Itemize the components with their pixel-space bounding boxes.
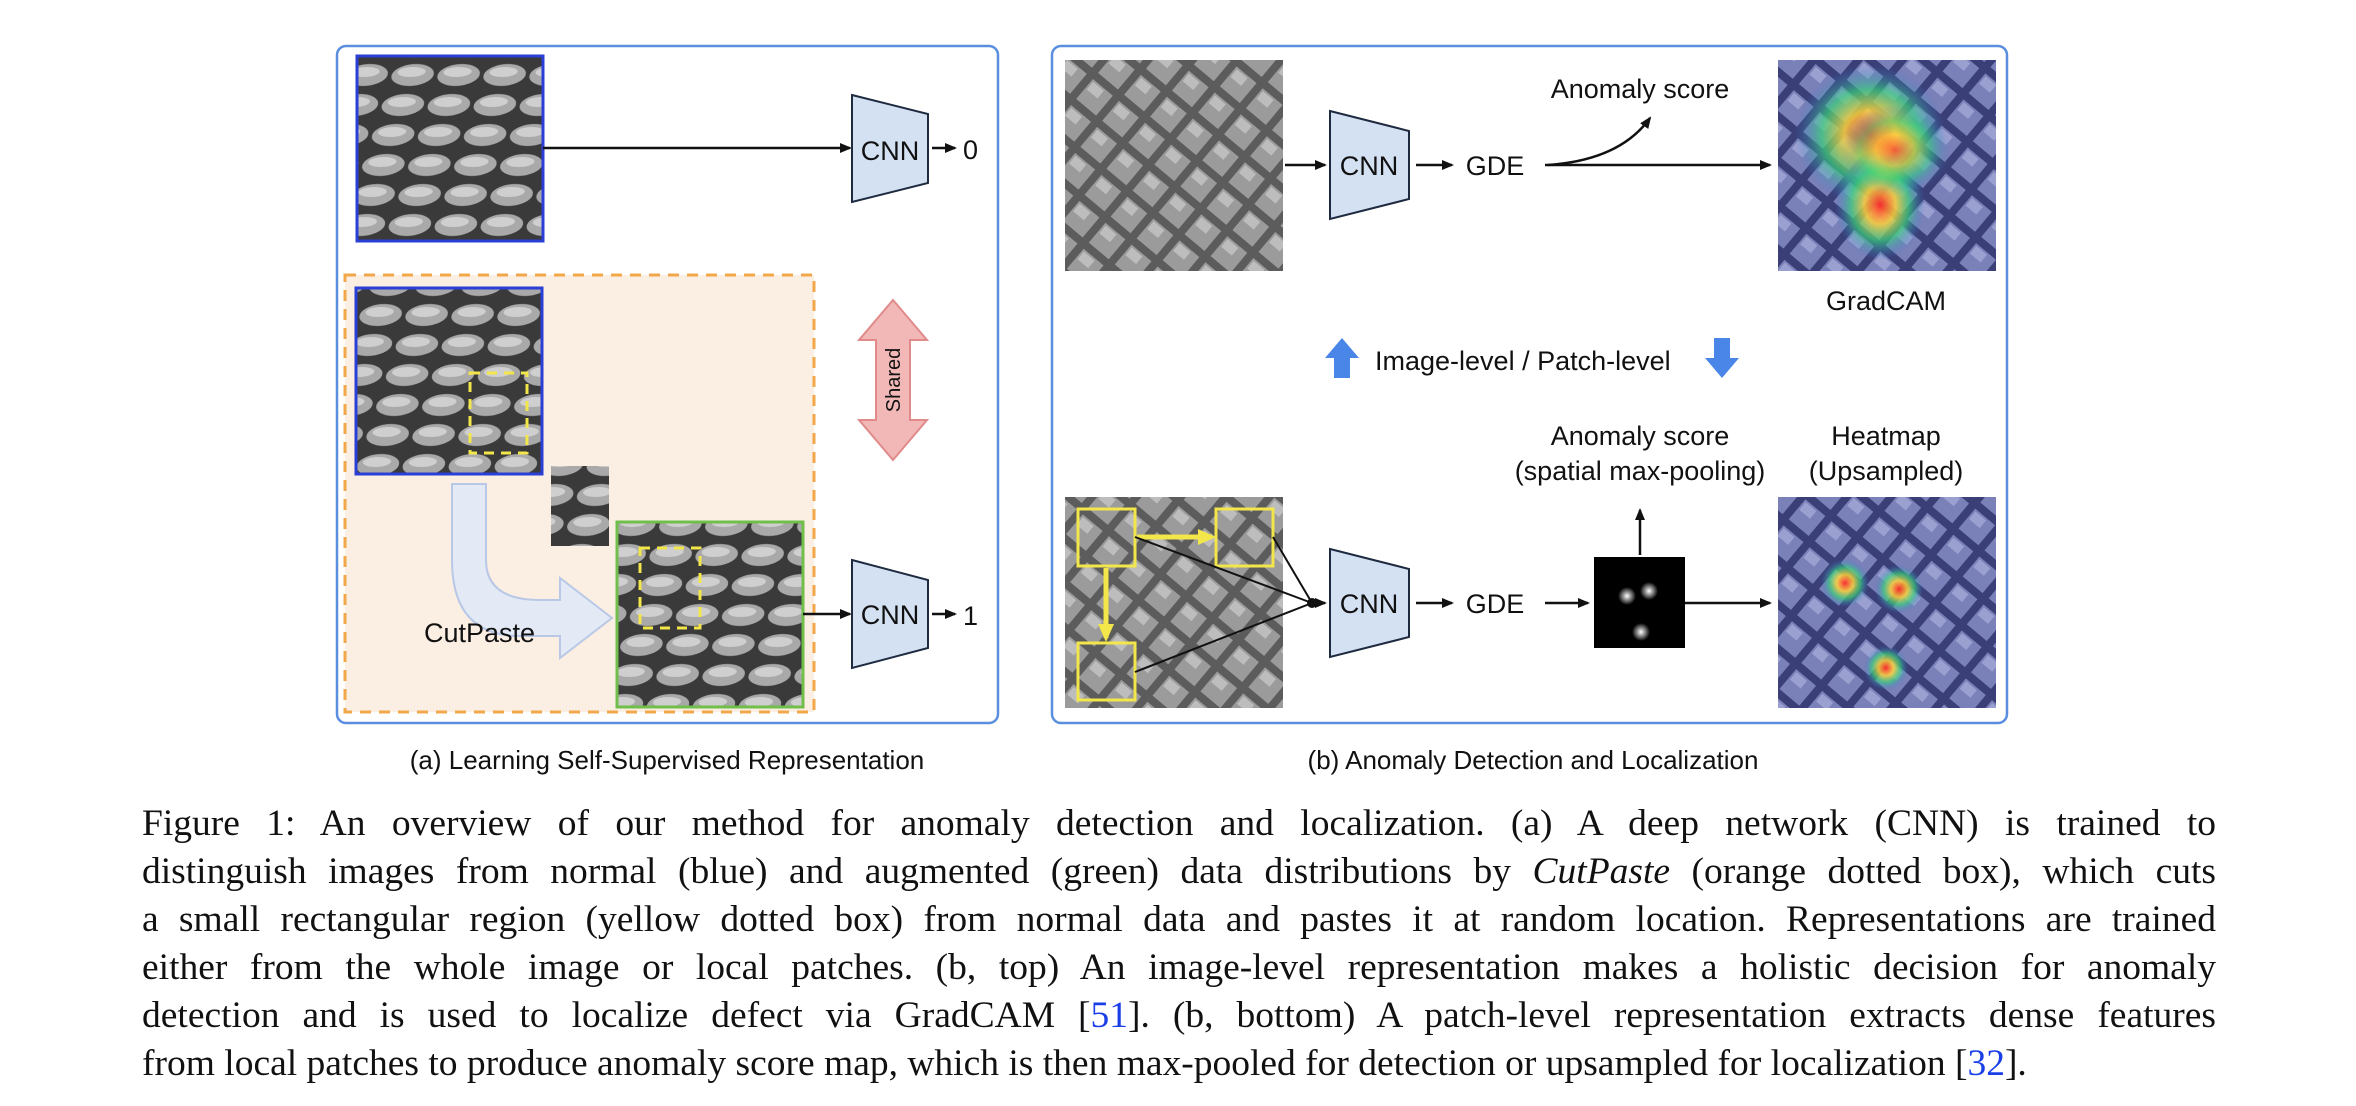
normal-image-bottom xyxy=(354,286,544,476)
cnn-block-a-top xyxy=(851,93,929,204)
figure-caption: Figure 1: An overview of our method for … xyxy=(142,800,2216,1088)
test-image-bottom xyxy=(1065,497,1283,708)
cnn-block-b-bottom xyxy=(1329,547,1410,659)
cut-patch xyxy=(551,466,609,546)
patch-to-cnn-line-1 xyxy=(1134,536,1313,604)
heatmap-label-1: Heatmap xyxy=(1831,421,1941,451)
cnn-label-a-top: CNN xyxy=(861,136,920,166)
image-level-up-arrow xyxy=(1325,338,1359,378)
cutpaste-label: CutPaste xyxy=(424,618,535,648)
caption-line-6-b: ]. xyxy=(2004,1043,2027,1084)
patch-to-cnn-line-3 xyxy=(1134,602,1313,673)
patch-to-cnn-line-2 xyxy=(1272,536,1313,604)
caption-line-2-c: (orange dotted box), which cuts xyxy=(1670,851,2216,892)
cnn-label-a-bottom: CNN xyxy=(861,600,920,630)
cnn-label-b-top: CNN xyxy=(1340,151,1399,181)
anomaly-score-map xyxy=(1594,557,1685,648)
caption-line-1: Figure 1: An overview of our method for … xyxy=(142,803,2216,844)
caption-line-3: a small rectangular region (yellow dotte… xyxy=(142,899,2216,940)
augmented-image xyxy=(615,520,805,709)
output-0-label: 0 xyxy=(963,135,978,165)
citation-link-51[interactable]: 51 xyxy=(1090,995,1129,1036)
caption-line-2: distinguish images from normal (blue) an… xyxy=(142,848,2216,896)
citation-link-32[interactable]: 32 xyxy=(1967,1043,2005,1084)
caption-line-5-b: ]. (b, bottom) A patch-level representat… xyxy=(1128,995,2216,1036)
anomaly-score-top-label: Anomaly score xyxy=(1551,74,1730,104)
panel-a-frame xyxy=(335,44,1000,725)
level-toggle-label: Image-level / Patch-level xyxy=(1375,346,1671,376)
panel-a-subcaption: (a) Learning Self-Supervised Representat… xyxy=(410,745,925,775)
panel-b-subcaption: (b) Anomaly Detection and Localization xyxy=(1308,745,1759,775)
gde-label-bottom: GDE xyxy=(1466,589,1525,619)
caption-line-5-a: detection and is used to localize defect… xyxy=(142,995,1091,1036)
figure-diagram: CNN 0 CutPaste CNN 1 Shared (a) Learning… xyxy=(335,44,2009,775)
caption-cutpaste-italic: CutPaste xyxy=(1532,851,1671,892)
cnn-block-a-bottom xyxy=(851,558,929,670)
heatmap-label-2: (Upsampled) xyxy=(1809,456,1964,486)
anomaly-score-bottom-label-2: (spatial max-pooling) xyxy=(1515,456,1766,486)
caption-line-4: either from the whole image or local pat… xyxy=(142,947,2216,988)
shared-arrow xyxy=(856,298,930,462)
normal-image-top xyxy=(355,54,545,243)
cutpaste-arrow xyxy=(451,483,614,661)
gradcam-label: GradCAM xyxy=(1826,286,1946,316)
caption-line-5: detection and is used to localize defect… xyxy=(142,992,2216,1040)
caption-line-6: from local patches to produce anomaly sc… xyxy=(142,1040,2216,1088)
panel-b-frame xyxy=(1050,44,2009,725)
heatmap-image xyxy=(1778,497,1996,708)
caption-line-2-a: distinguish images from normal (blue) an… xyxy=(142,851,1533,892)
anomaly-score-top-arrow xyxy=(1547,116,1652,167)
cnn-block-b-top xyxy=(1329,109,1410,221)
patch-level-down-arrow xyxy=(1705,338,1739,378)
paste-region-box xyxy=(638,546,702,630)
cnn-label-b-bottom: CNN xyxy=(1340,589,1399,619)
gde-label-top: GDE xyxy=(1466,151,1525,181)
shared-label: Shared xyxy=(883,348,905,413)
anomaly-score-bottom-label-1: Anomaly score xyxy=(1551,421,1730,451)
test-image-top xyxy=(1065,60,1283,271)
gradcam-image xyxy=(1778,60,1996,271)
caption-line-6-a: from local patches to produce anomaly sc… xyxy=(142,1043,1968,1084)
output-1-label: 1 xyxy=(963,601,978,631)
